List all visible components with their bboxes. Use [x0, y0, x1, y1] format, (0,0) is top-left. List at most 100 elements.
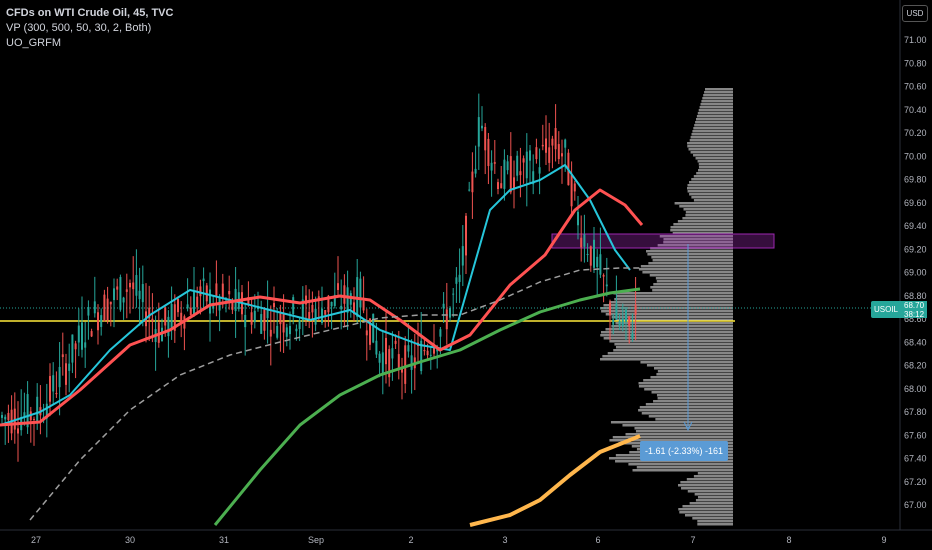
candle-body [97, 312, 99, 331]
volume-profile-bar [607, 352, 733, 355]
measure-label[interactable]: -1.61 (-2.33%) -161 [640, 441, 729, 461]
candle-body [189, 307, 192, 316]
candle-body [327, 295, 330, 313]
volume-profile-bar [649, 274, 733, 277]
candle-body [375, 340, 378, 355]
volume-profile-bar [697, 472, 733, 475]
volume-profile-bar [648, 262, 733, 265]
volume-profile-bar [638, 268, 733, 271]
volume-profile-bar [685, 214, 733, 217]
candle-body [378, 353, 381, 363]
price-tag-values: 68.70 38:12 [901, 301, 928, 319]
candle-body [263, 309, 266, 331]
candle-body [55, 393, 58, 395]
volume-profile-bar [605, 313, 733, 316]
volume-profile-bar [615, 322, 733, 325]
price-axis-tick: 70.60 [904, 82, 927, 92]
volume-profile-bar [697, 496, 733, 499]
volume-profile-bar [697, 523, 733, 526]
candle-body [170, 303, 173, 329]
candle-body [167, 316, 170, 337]
volume-profile-bar [680, 481, 733, 484]
candle-body [93, 301, 96, 314]
candle-body [541, 144, 544, 147]
candle-body [570, 175, 573, 207]
volume-profile-bar [628, 463, 733, 466]
volume-profile-bar [689, 139, 733, 142]
volume-profile-bar [656, 373, 733, 376]
volume-profile-bar [681, 487, 733, 490]
candle-body [609, 302, 611, 315]
time-axis-tick: 3 [502, 535, 507, 545]
volume-profile-bar [696, 118, 733, 121]
candle-body [369, 318, 371, 345]
price-axis-tick: 68.20 [904, 361, 927, 371]
candle-body [61, 354, 64, 358]
volume-profile-bar [673, 223, 733, 226]
candle-body [129, 282, 131, 288]
price-axis-tick: 67.40 [904, 454, 927, 464]
candle-body [282, 314, 285, 333]
volume-profile-bar [691, 178, 733, 181]
volume-profile-bar [678, 484, 733, 487]
volume-profile-bar [653, 283, 733, 286]
candle-body [292, 297, 295, 315]
volume-profile-bar [657, 244, 733, 247]
candle-body [285, 327, 288, 337]
candle-body [471, 171, 474, 193]
candle-body [532, 171, 535, 185]
resistance-zone-rect[interactable] [551, 233, 775, 249]
volume-profile-bar [640, 265, 733, 268]
candle-body [468, 189, 471, 191]
price-tag-symbol: USOIL [874, 305, 899, 314]
volume-profile-bar [603, 304, 733, 307]
candle-body [362, 300, 365, 311]
volume-profile-indicator[interactable]: VP (300, 500, 50, 30, 2, Both) [6, 22, 152, 34]
volume-profile-bar [697, 112, 733, 115]
candle-body [125, 289, 128, 292]
candle-body [529, 150, 531, 161]
volume-profile-bar [698, 169, 733, 172]
volume-profile-bar [656, 394, 733, 397]
volume-profile-bar [602, 355, 733, 358]
symbol-title[interactable]: CFDs on WTI Crude Oil, 45, TVC [6, 7, 174, 19]
candle-body [298, 320, 301, 330]
price-tag-countdown: 38:12 [904, 309, 925, 319]
candle-body [509, 156, 512, 193]
volume-profile-bar [648, 415, 733, 418]
candle-body [394, 340, 397, 344]
volume-profile-bar [641, 412, 733, 415]
volume-profile-bar [683, 208, 733, 211]
ema-fast-line [0, 164, 631, 426]
candle-body [500, 183, 503, 189]
candle-body [330, 301, 333, 307]
candle-body [209, 289, 211, 314]
volume-profile-bar [684, 514, 733, 517]
candle-body [452, 293, 455, 295]
candle-body [631, 333, 634, 339]
candle-body [461, 246, 464, 266]
candle-body [13, 408, 16, 430]
volume-profile-bar [685, 211, 733, 214]
price-axis-tick: 70.80 [904, 58, 927, 68]
volume-profile-bar [687, 184, 733, 187]
volume-profile-bar [654, 367, 733, 370]
volume-profile-bar [697, 520, 733, 523]
candle-body [429, 354, 432, 356]
candle-body [308, 311, 311, 321]
price-axis-tick: 69.20 [904, 244, 927, 254]
uo-grfm-indicator[interactable]: UO_GRFM [6, 37, 61, 49]
volume-profile-bar [655, 418, 733, 421]
candle-body [1, 415, 3, 418]
candle-body [628, 316, 631, 326]
volume-profile-bar [651, 391, 733, 394]
currency-button[interactable]: USD [902, 5, 928, 22]
candle-body [87, 307, 90, 316]
volume-profile-bar [698, 166, 733, 169]
candle-body [455, 277, 458, 284]
candle-body [164, 307, 167, 326]
candle-body [122, 297, 125, 303]
volume-profile-bar [611, 316, 733, 319]
candle-body [561, 153, 563, 157]
